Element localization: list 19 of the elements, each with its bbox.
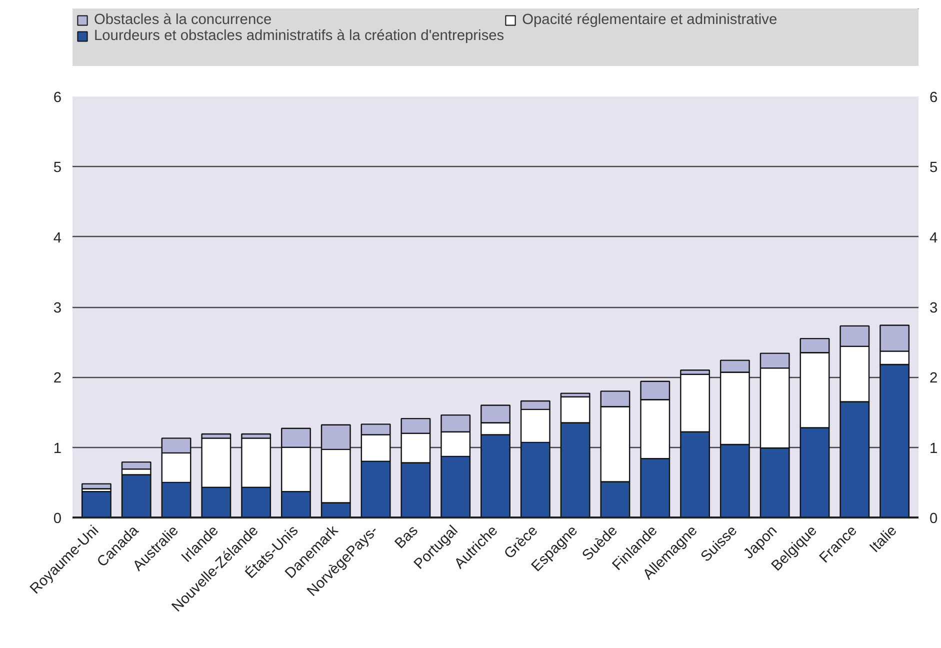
y2-tick-label: 3: [930, 300, 938, 316]
y-tick-label: 2: [53, 370, 62, 387]
y2-tick-label: 6: [930, 90, 938, 106]
legend-label: Lourdeurs et obstacles administratifs à la création d'entreprises: [94, 28, 504, 44]
y2-tick-label: 0: [930, 511, 938, 527]
legend-label: Opacité réglementaire et administrative: [522, 12, 778, 28]
y-tick-label: 1: [53, 440, 62, 457]
y2-tick-label: 1: [930, 440, 938, 457]
bar: [81, 483, 112, 490]
y-tick-label: 3: [53, 300, 62, 316]
y-tick-label: 5: [53, 160, 62, 176]
y-tick-label: 4: [53, 230, 62, 246]
y2-tick-label: 5: [930, 160, 938, 176]
bar: [81, 490, 112, 518]
y2-tick-label: 2: [930, 370, 938, 387]
legend-label: Obstacles à la concurrence: [94, 12, 273, 28]
y-tick-label: 0: [53, 511, 62, 527]
y-tick-label: 6: [53, 90, 62, 106]
y2-tick-label: 4: [930, 230, 938, 246]
